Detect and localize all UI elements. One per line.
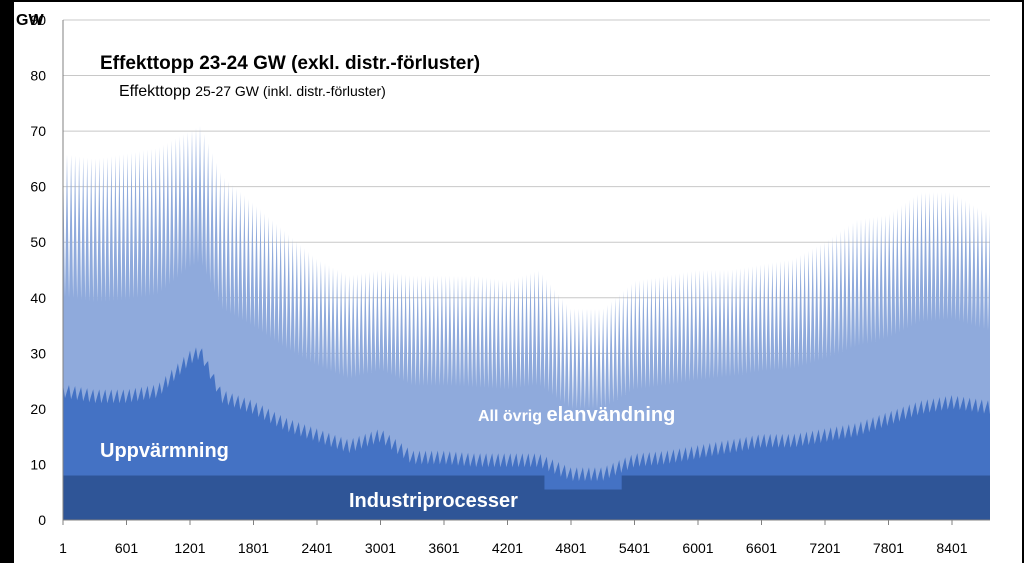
series-label-other: All övrig elanvändning (478, 404, 675, 426)
y-axis-label: GW (16, 12, 44, 29)
x-tick-label: 1 (59, 540, 67, 556)
x-tick-label: 4201 (492, 540, 523, 556)
plot-areas (63, 125, 990, 521)
y-tick-label: 90 (30, 12, 46, 28)
x-tick-label: 6001 (682, 540, 713, 556)
series-label-other-part2: elanvändning (546, 404, 675, 426)
x-tick-label: 7801 (873, 540, 904, 556)
x-tick-label: 601 (115, 540, 139, 556)
series-label-other-part1: All övrig (478, 408, 546, 425)
x-tick-label: 3601 (428, 540, 459, 556)
top-border (0, 0, 1024, 2)
y-tick-label: 10 (30, 456, 46, 472)
series-label-industry: Industriprocesser (349, 490, 518, 512)
x-tick-label: 7201 (809, 540, 840, 556)
y-tick-label: 80 (30, 68, 46, 84)
x-tick-label: 3001 (365, 540, 396, 556)
right-border (1022, 0, 1024, 563)
x-tick-label: 6601 (746, 540, 777, 556)
y-tick-label: 40 (30, 290, 46, 306)
peak-annotation-main: Effekttopp 23-24 GW (exkl. distr.-förlus… (100, 53, 480, 74)
series-label-heating: Uppvärmning (100, 440, 229, 462)
y-tick-labels: 0 10 20 30 40 50 60 70 80 90 (30, 12, 46, 528)
peak-annotation-sub-prefix: Effekttopp (119, 83, 195, 100)
area-other (63, 125, 990, 521)
area-industry (63, 475, 990, 520)
x-tick-label: 1801 (238, 540, 269, 556)
y-tick-label: 20 (30, 401, 46, 417)
x-tick-label: 8401 (936, 540, 967, 556)
y-tick-label: 50 (30, 234, 46, 250)
x-tick-labels: 1 601 1201 1801 2401 3001 3601 4201 4801 5401 6001… (59, 540, 968, 556)
x-tick-label: 2401 (301, 540, 332, 556)
peak-annotation-sub: Effekttopp 25-27 GW (inkl. distr.-förlus… (119, 83, 386, 100)
y-tick-label: 30 (30, 345, 46, 361)
y-tick-label: 70 (30, 123, 46, 139)
y-tick-label: 0 (38, 512, 46, 528)
y-tick-label: 60 (30, 179, 46, 195)
left-border (0, 0, 14, 563)
axes (62, 20, 990, 525)
x-tick-label: 4801 (555, 540, 586, 556)
peak-annotation-sub-suffix: 25-27 GW (inkl. distr.-förluster) (195, 83, 386, 99)
x-tick-label: 1201 (174, 540, 205, 556)
x-tick-label: 5401 (619, 540, 650, 556)
